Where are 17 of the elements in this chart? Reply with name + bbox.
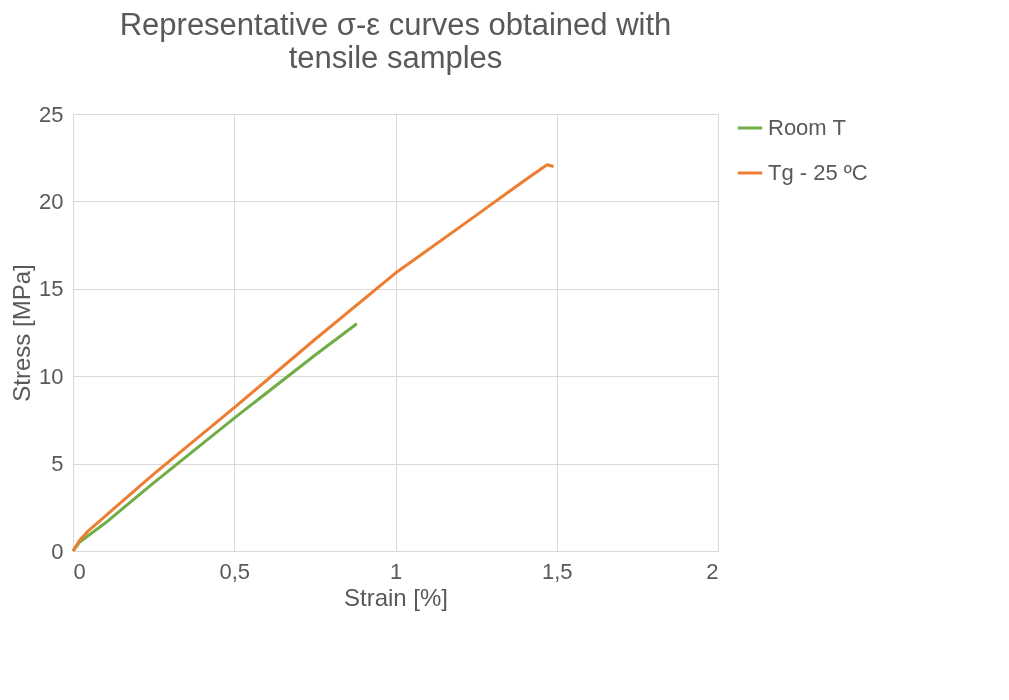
y-axis-title: Stress [MPa] — [8, 264, 36, 402]
line-series — [71, 163, 556, 553]
x-tick-label: 2 — [706, 558, 719, 584]
y-tick-label: 5 — [51, 451, 64, 477]
x-tick-label: 0 — [73, 558, 86, 584]
legend-label: Room T — [768, 115, 846, 140]
x-tick-label: 1,5 — [541, 558, 573, 584]
y-tick-label: 0 — [51, 538, 64, 564]
x-tick-label: 1 — [389, 558, 403, 584]
y-tick-label: 20 — [39, 188, 64, 214]
y-tick-label: 15 — [39, 276, 64, 302]
y-tick-label: 10 — [39, 363, 64, 389]
chart-title: Representative σ-ε curves obtained with tensile samples — [119, 7, 672, 75]
x-axis-title: Strain [%] — [343, 583, 449, 611]
x-tick-label: 0,5 — [219, 558, 251, 584]
legend-label: Tg - 25 ºC — [768, 160, 868, 185]
y-tick-label: 25 — [39, 101, 64, 127]
